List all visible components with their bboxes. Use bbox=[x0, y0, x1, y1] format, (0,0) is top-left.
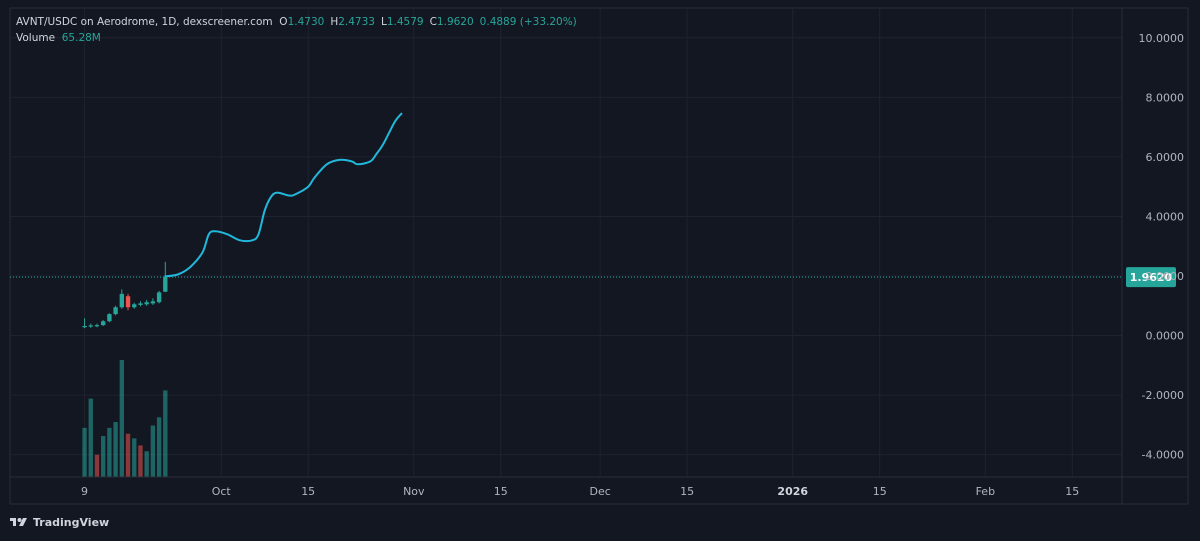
x-tick-label: 9 bbox=[81, 485, 88, 498]
candle-body bbox=[119, 293, 124, 308]
y-tick-label: 6.0000 bbox=[1146, 151, 1185, 164]
y-tick-label: 4.0000 bbox=[1146, 210, 1185, 223]
chart-frame bbox=[9, 7, 1189, 505]
candle-body bbox=[150, 301, 156, 304]
open-value: 1.4730 bbox=[287, 16, 325, 28]
volume-bar bbox=[156, 417, 162, 477]
brand-label: TradingView bbox=[33, 515, 110, 529]
candle-body bbox=[163, 277, 168, 292]
x-tick-label: Dec bbox=[590, 485, 611, 498]
volume-bar bbox=[107, 427, 112, 477]
x-tick-label: 15 bbox=[301, 485, 315, 498]
close-label: C bbox=[429, 16, 437, 28]
symbol-line[interactable]: AVNT/USDC on Aerodrome, 1D, dexscreener.… bbox=[16, 16, 273, 28]
low-value: 1.4579 bbox=[386, 16, 424, 28]
open-label: O bbox=[279, 16, 288, 28]
candle-body bbox=[132, 304, 137, 308]
last-price-badge bbox=[1126, 267, 1176, 288]
tradingview-brand[interactable]: TradingView bbox=[10, 514, 109, 530]
x-tick-label: 15 bbox=[494, 485, 508, 498]
grid-lines bbox=[9, 7, 1189, 505]
close-value: 1.9620 bbox=[436, 16, 474, 28]
volume-bar bbox=[101, 436, 106, 477]
x-tick-label: Nov bbox=[403, 485, 425, 498]
axes: 10.0000 8.0000 6.0000 4.0000 2.0000 0.0000 -2.… bbox=[10, 8, 1188, 504]
volume-legend-row: Volume 65.28M bbox=[16, 30, 583, 46]
volume-bar bbox=[163, 390, 168, 477]
candle-body bbox=[82, 326, 87, 328]
y-tick-label: -2.0000 bbox=[1142, 389, 1184, 402]
y-tick-label: 10.0000 bbox=[1139, 32, 1185, 45]
last-price-group: 1.9620 bbox=[10, 267, 1176, 288]
x-tick-label: 15 bbox=[1065, 485, 1079, 498]
candle-body bbox=[107, 314, 112, 322]
ohlc-legend-row: AVNT/USDC on Aerodrome, 1D, dexscreener.… bbox=[16, 14, 583, 30]
volume-bar bbox=[132, 438, 137, 477]
candle-body bbox=[138, 303, 143, 305]
volume-bar bbox=[150, 425, 156, 477]
x-tick-label: Oct bbox=[212, 485, 232, 498]
volume-bar bbox=[94, 454, 100, 477]
low-label: L bbox=[380, 16, 387, 28]
candlesticks bbox=[82, 261, 168, 329]
volume-bars bbox=[82, 360, 168, 477]
y-tick-label: -4.0000 bbox=[1142, 449, 1184, 462]
x-tick-label: 15 bbox=[680, 485, 694, 498]
candle-body bbox=[144, 302, 149, 305]
volume-bar bbox=[144, 451, 149, 477]
projection-line-group bbox=[164, 112, 403, 278]
candle-body bbox=[101, 321, 106, 326]
y-tick-label: 0.0000 bbox=[1146, 330, 1185, 343]
chart-legend: AVNT/USDC on Aerodrome, 1D, dexscreener.… bbox=[16, 14, 583, 46]
candle-body bbox=[88, 325, 93, 327]
volume-bar bbox=[113, 422, 118, 477]
candle-body bbox=[156, 292, 162, 303]
volume-label: Volume bbox=[16, 32, 56, 44]
high-value: 2.4733 bbox=[338, 16, 375, 28]
volume-bar bbox=[119, 360, 124, 477]
tradingview-logo-icon bbox=[10, 518, 27, 526]
volume-value: 65.28M bbox=[61, 32, 101, 44]
volume-bar bbox=[82, 427, 87, 477]
candle-body bbox=[125, 296, 131, 308]
last-price-label: 1.9620 bbox=[1130, 271, 1173, 284]
candle-body bbox=[94, 325, 100, 327]
volume-bar bbox=[125, 433, 131, 477]
volume-bar bbox=[138, 445, 143, 477]
volume-bar bbox=[88, 398, 93, 477]
x-tick-label: 2026 bbox=[777, 485, 808, 498]
high-label: H bbox=[330, 16, 339, 28]
change-value: 0.4889 (+33.20%) bbox=[479, 16, 577, 28]
x-tick-label: Feb bbox=[976, 485, 995, 498]
candle-body bbox=[113, 307, 118, 315]
projection-line bbox=[164, 112, 403, 278]
y-tick-label: 2.0000 bbox=[1146, 270, 1185, 283]
x-tick-label: 15 bbox=[873, 485, 887, 498]
y-tick-label: 8.0000 bbox=[1146, 91, 1185, 104]
